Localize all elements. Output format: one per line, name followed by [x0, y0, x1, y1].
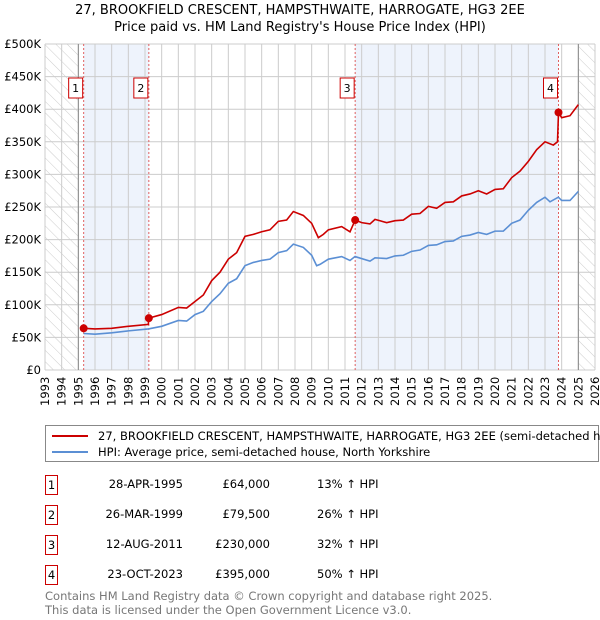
x-tick-label: 2023: [538, 377, 552, 406]
x-tick-label: 2020: [488, 377, 502, 406]
x-tick-label: 2018: [455, 377, 469, 406]
sale-label: 1: [72, 82, 79, 95]
legend: 27, BROOKFIELD CRESCENT, HAMPSTHWAITE, H…: [45, 425, 600, 462]
x-tick-label: 2002: [188, 377, 202, 406]
x-tick-label: 2025: [571, 377, 585, 406]
sale-hpi-change: 50% ↑ HPI: [317, 567, 379, 581]
x-tick-label: 1999: [138, 377, 152, 406]
y-tick-label: £50K: [12, 330, 42, 344]
sale-price: £79,500: [222, 507, 270, 521]
y-tick-label: £100K: [4, 298, 41, 312]
y-tick-label: £450K: [4, 70, 41, 84]
sale-price: £230,000: [215, 537, 270, 551]
x-tick-label: 2014: [388, 377, 402, 406]
sale-label: 2: [137, 82, 144, 95]
sale-point: [351, 216, 360, 225]
x-tick-label: 2007: [271, 377, 285, 406]
x-tick-label: 2022: [521, 377, 535, 406]
x-tick-label: 2010: [321, 377, 335, 406]
x-tick-label: 2003: [205, 377, 219, 406]
legend-swatch-blue: [52, 451, 88, 453]
sale-label: 3: [344, 82, 351, 95]
legend-label: HPI: Average price, semi-detached house,…: [98, 445, 431, 459]
chart-subtitle: Price paid vs. HM Land Registry's House …: [114, 20, 486, 35]
x-tick-label: 1998: [121, 377, 135, 406]
x-tick-label: 2000: [155, 377, 169, 406]
x-tick-label: 2005: [238, 377, 252, 406]
y-tick-label: £250K: [4, 200, 41, 214]
legend-item-property: 27, BROOKFIELD CRESCENT, HAMPSTHWAITE, H…: [52, 428, 600, 444]
x-tick-label: 2017: [438, 377, 452, 406]
y-tick-label: £350K: [4, 135, 41, 149]
sale-number-badge: 4: [45, 565, 58, 585]
x-tick-label: 1996: [88, 377, 102, 406]
x-tick-label: 1995: [71, 377, 85, 406]
sale-row: 3 12-AUG-2011 £230,000 32% ↑ HPI: [45, 535, 545, 555]
y-tick-label: £300K: [4, 167, 41, 181]
x-tick-label: 2015: [405, 377, 419, 406]
sale-label-box: [68, 77, 84, 99]
sale-point: [79, 324, 88, 333]
sale-row: 1 28-APR-1995 £64,000 13% ↑ HPI: [45, 475, 545, 495]
x-tick-label: 2024: [555, 377, 569, 406]
y-tick-label: £500K: [4, 37, 41, 51]
footer-licence: This data is licensed under the Open Gov…: [45, 603, 412, 617]
sale-point: [144, 314, 153, 323]
sale-hpi-change: 32% ↑ HPI: [317, 537, 379, 551]
sale-number-badge: 1: [45, 475, 58, 495]
footer-copyright: Contains HM Land Registry data © Crown c…: [45, 589, 493, 603]
sale-number-badge: 2: [45, 505, 58, 525]
legend-item-hpi: HPI: Average price, semi-detached house,…: [52, 444, 430, 460]
y-tick-label: £150K: [4, 265, 41, 279]
x-tick-label: 2021: [505, 377, 519, 406]
sale-price: £395,000: [215, 567, 270, 581]
legend-swatch-red: [52, 435, 88, 437]
sale-label-box: [133, 77, 149, 99]
sale-hpi-change: 26% ↑ HPI: [317, 507, 379, 521]
sale-price: £64,000: [222, 477, 270, 491]
x-tick-label: 2026: [588, 377, 600, 406]
sale-date: 12-AUG-2011: [105, 537, 183, 551]
sale-label-box: [543, 77, 558, 99]
sale-point: [554, 108, 563, 117]
sale-row: 2 26-MAR-1999 £79,500 26% ↑ HPI: [45, 505, 545, 525]
y-tick-label: £200K: [4, 233, 41, 247]
sale-number-badge: 3: [45, 535, 58, 555]
x-tick-label: 2013: [371, 377, 385, 406]
x-tick-label: 1997: [105, 377, 119, 406]
x-tick-label: 1994: [55, 377, 69, 406]
x-tick-label: 2008: [288, 377, 302, 406]
plot-area: 1993 1994 1995 1996 1997 1998 1999 2000 2001 2002…: [4, 37, 600, 406]
chart-title: 27, BROOKFIELD CRESCENT, HAMPSTHWAITE, H…: [75, 3, 525, 18]
x-tick-label: 2012: [355, 377, 369, 406]
sale-hpi-change: 13% ↑ HPI: [317, 477, 379, 491]
sale-date: 23-OCT-2023: [107, 567, 183, 581]
x-tick-label: 2006: [255, 377, 269, 406]
x-tick-label: 2001: [171, 377, 185, 406]
sale-date: 26-MAR-1999: [105, 507, 183, 521]
x-tick-label: 2011: [338, 377, 352, 406]
legend-label: 27, BROOKFIELD CRESCENT, HAMPSTHWAITE, H…: [98, 429, 600, 443]
x-tick-label: 2016: [421, 377, 435, 406]
x-tick-label: 1993: [38, 377, 52, 406]
sale-label: 4: [547, 82, 554, 95]
sale-row: 4 23-OCT-2023 £395,000 50% ↑ HPI: [45, 565, 545, 585]
x-tick-label: 2019: [471, 377, 485, 406]
sale-label-box: [339, 77, 355, 99]
y-tick-label: £400K: [4, 102, 41, 116]
sale-date: 28-APR-1995: [108, 477, 183, 491]
y-tick-label: £0: [26, 363, 41, 377]
hpi-line: [83, 190, 579, 335]
x-tick-label: 2009: [305, 377, 319, 406]
x-tick-label: 2004: [221, 377, 235, 406]
